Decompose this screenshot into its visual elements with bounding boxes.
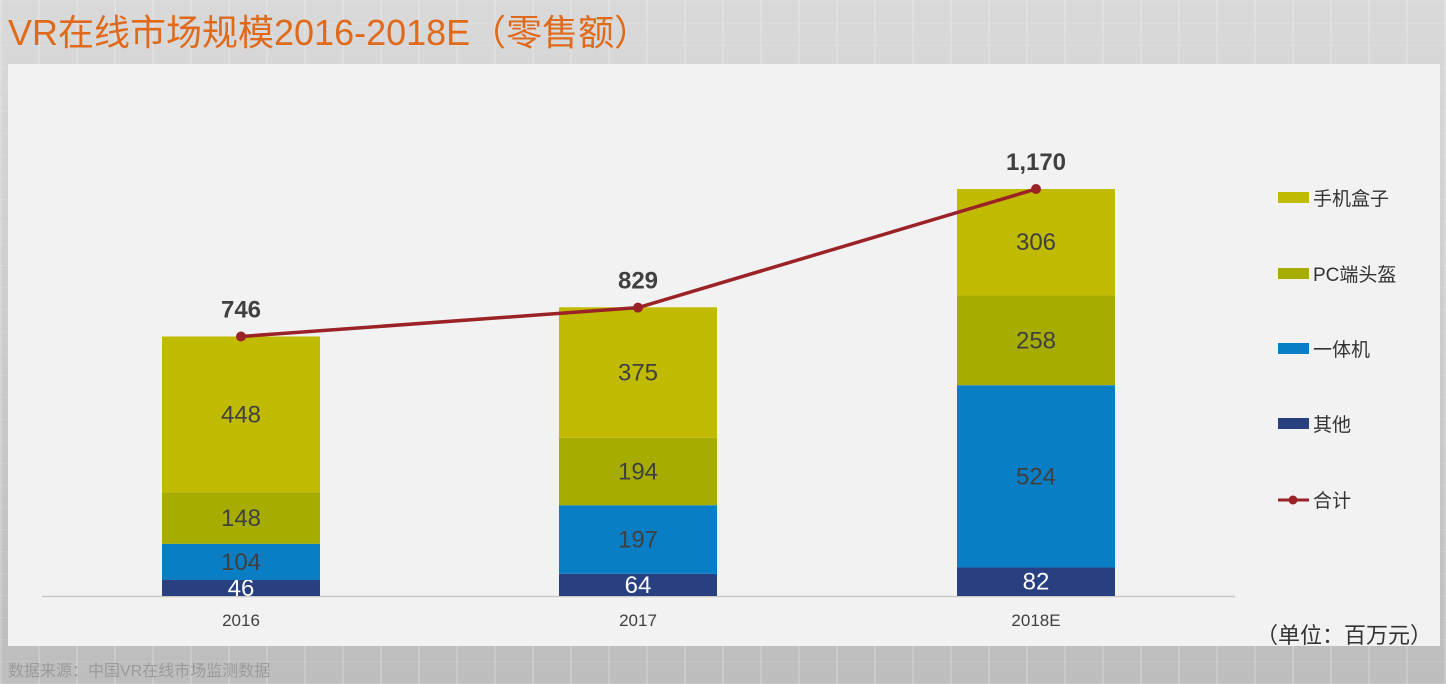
bar-2017-PC端头盔: [559, 437, 717, 506]
bar-2017-其他: [559, 573, 717, 596]
total-point-2017: [633, 302, 643, 313]
x-tick-2018E: 2018E: [1011, 611, 1060, 630]
legend-label-PC端头盔: PC端头盔: [1313, 264, 1396, 286]
bar-label-2016-手机盒子: 448: [221, 401, 261, 428]
bar-label-2016-一体机: 104: [221, 549, 261, 576]
bar-2016-其他: [162, 579, 320, 596]
bar-2018E-PC端头盔: [957, 295, 1115, 386]
bar-2016-PC端头盔: [162, 492, 320, 544]
bar-label-2017-一体机: 197: [618, 526, 658, 553]
total-point-2016: [236, 331, 246, 342]
legend-swatch-手机盒子: [1278, 192, 1309, 203]
legend-label-一体机: 一体机: [1313, 339, 1370, 361]
bar-2018E-其他: [957, 567, 1115, 596]
bar-label-2018E-其他: 82: [1023, 569, 1050, 596]
x-tick-2017: 2017: [619, 611, 657, 630]
total-label-2016: 746: [221, 296, 261, 323]
legend-swatch-一体机: [1278, 343, 1309, 354]
bar-2016-手机盒子: [162, 336, 320, 493]
bar-label-2018E-PC端头盔: 258: [1016, 327, 1056, 354]
bar-label-2016-PC端头盔: 148: [221, 505, 261, 532]
legend-label-手机盒子: 手机盒子: [1313, 188, 1389, 210]
bar-2016-一体机: [162, 543, 320, 580]
bar-label-2017-其他: 64: [625, 572, 652, 599]
legend-label-合计: 合计: [1313, 490, 1351, 512]
legend-swatch-其他: [1278, 418, 1309, 429]
bar-2017-手机盒子: [559, 307, 717, 438]
bar-label-2017-PC端头盔: 194: [618, 458, 658, 485]
bar-2018E-手机盒子: [957, 189, 1115, 296]
total-point-2018E: [1031, 184, 1041, 194]
unit-note: （单位：百万元）: [1255, 623, 1432, 648]
x-tick-2016: 2016: [222, 611, 260, 630]
source-note: 数据来源：中国VR在线市场监测数据: [8, 663, 271, 680]
page-title: VR在线市场规模2016-2018E（零售额）: [8, 12, 651, 53]
bar-label-2017-手机盒子: 375: [618, 359, 658, 386]
bar-label-2018E-一体机: 524: [1016, 463, 1056, 490]
total-label-2018E: 1,170: [1006, 149, 1066, 176]
bar-label-2018E-手机盒子: 306: [1016, 229, 1056, 256]
legend-swatch-PC端头盔: [1278, 268, 1309, 279]
bar-2018E-一体机: [957, 385, 1115, 568]
legend-marker-合计: [1288, 495, 1298, 505]
bar-2017-一体机: [559, 505, 717, 574]
total-label-2017: 829: [618, 268, 658, 295]
legend-label-其他: 其他: [1313, 414, 1351, 436]
